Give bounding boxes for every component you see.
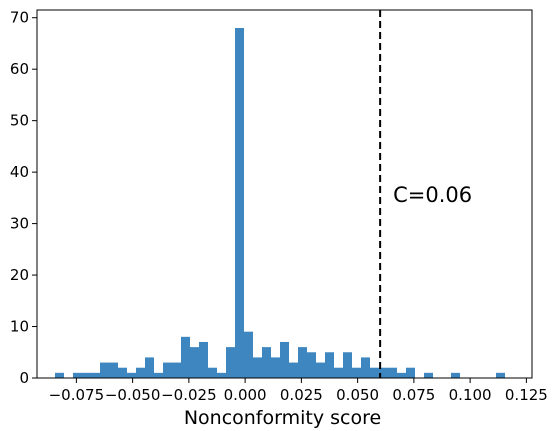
histogram-bar bbox=[334, 367, 343, 378]
histogram-bar bbox=[73, 372, 82, 378]
x-axis: −0.075 −0.050 −0.025 0.000 0.025 0.050 0.075 0.… bbox=[49, 378, 548, 404]
histogram-bar bbox=[100, 362, 118, 378]
histogram-bar bbox=[325, 352, 334, 378]
plot-frame bbox=[36, 9, 533, 379]
histogram-bar bbox=[208, 367, 217, 378]
histogram-bar bbox=[280, 341, 289, 378]
y-tick-label: 60 bbox=[10, 60, 29, 78]
histogram-bar bbox=[307, 352, 316, 378]
x-tick-label: 0.000 bbox=[224, 386, 267, 404]
histogram-bar bbox=[244, 331, 253, 378]
histogram-bar bbox=[343, 352, 352, 378]
histogram-bar bbox=[118, 367, 127, 378]
histogram-bar bbox=[370, 367, 379, 378]
x-axis-title: Nonconformity score bbox=[184, 407, 381, 429]
histogram-bar bbox=[397, 372, 406, 378]
histogram-bar bbox=[316, 362, 325, 378]
histogram-bar bbox=[199, 341, 208, 378]
y-tick-label: 30 bbox=[10, 215, 29, 233]
histogram-bars bbox=[55, 28, 505, 378]
histogram-bar bbox=[226, 347, 235, 378]
histogram-bar bbox=[145, 357, 154, 378]
histogram-bar bbox=[190, 347, 199, 378]
y-tick-label: 70 bbox=[10, 9, 29, 27]
x-tick-label: 0.025 bbox=[280, 386, 323, 404]
x-tick-label: 0.125 bbox=[505, 386, 548, 404]
y-tick-label: 20 bbox=[10, 266, 29, 284]
histogram-bar bbox=[406, 367, 415, 378]
histogram-bar bbox=[298, 347, 307, 378]
histogram-bar bbox=[136, 367, 145, 378]
threshold-label: C=0.06 bbox=[393, 183, 472, 207]
histogram-bar bbox=[379, 367, 397, 378]
x-tick-label: 0.050 bbox=[336, 386, 379, 404]
histogram-bar bbox=[127, 372, 136, 378]
histogram-bar bbox=[361, 357, 370, 378]
histogram-bar bbox=[253, 357, 262, 378]
histogram-bar bbox=[163, 362, 181, 378]
histogram-bar bbox=[91, 372, 100, 378]
histogram-bar bbox=[55, 372, 64, 378]
y-tick-label: 40 bbox=[10, 163, 29, 181]
histogram-bar bbox=[352, 367, 361, 378]
histogram-bar bbox=[496, 372, 505, 378]
histogram-bar bbox=[217, 372, 226, 378]
y-tick-label: 10 bbox=[10, 318, 29, 336]
x-tick-label: −0.075 bbox=[49, 386, 105, 404]
y-tick-label: 0 bbox=[19, 369, 29, 387]
y-tick-label: 50 bbox=[10, 112, 29, 130]
histogram-bar bbox=[262, 347, 271, 378]
histogram-bar bbox=[451, 372, 460, 378]
histogram-bar bbox=[235, 28, 244, 378]
x-tick-label: −0.025 bbox=[161, 386, 217, 404]
histogram-bar bbox=[271, 357, 280, 378]
histogram-bar bbox=[181, 336, 190, 378]
x-tick-label: 0.100 bbox=[449, 386, 492, 404]
histogram-bar bbox=[424, 372, 433, 378]
histogram-bar bbox=[154, 372, 163, 378]
x-tick-label: 0.075 bbox=[392, 386, 435, 404]
histogram-bar bbox=[289, 362, 298, 378]
histogram-bar bbox=[82, 372, 91, 378]
x-tick-label: −0.050 bbox=[105, 386, 161, 404]
y-axis: 0 10 20 30 40 50 60 70 bbox=[10, 9, 37, 387]
